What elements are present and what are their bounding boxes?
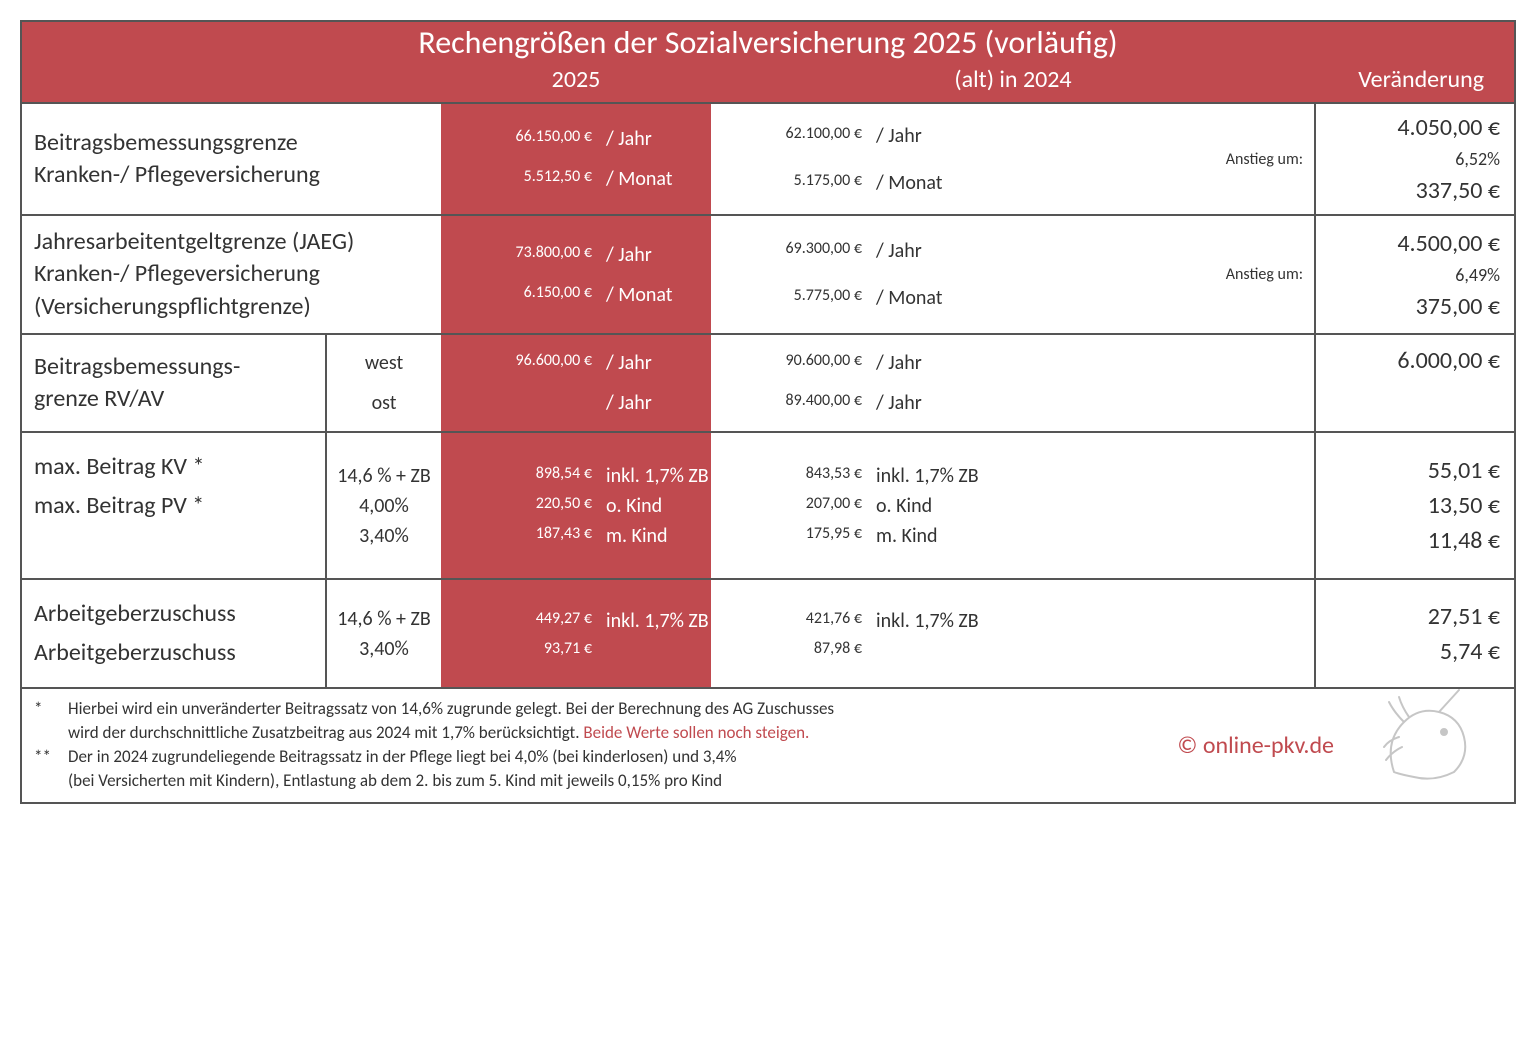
header-change: Veränderung — [1315, 63, 1515, 103]
header-2025: 2025 — [441, 63, 711, 103]
label-bbg-kv: Beitragsbemessungsgrenze Kranken-/ Pfleg… — [21, 103, 441, 215]
unicorn-icon — [1364, 682, 1494, 792]
row-max-beitrag: max. Beitrag KV * max. Beitrag PV * 14,6… — [21, 432, 1515, 579]
table-footer: *Hierbei wird ein unveränderter Beitrags… — [21, 688, 1515, 803]
row-ag-zuschuss: Arbeitgeberzuschuss Arbeitgeberzuschuss … — [21, 579, 1515, 688]
header-2024: (alt) in 2024 — [711, 63, 1315, 103]
table-title: Rechengrößen der Sozialversicherung 2025… — [21, 21, 1515, 63]
copyright: © online-pkv.de — [1177, 729, 1334, 763]
label-jaeg: Jahresarbeitentgeltgrenze (JAEG) Kranken… — [21, 215, 441, 334]
sozialversicherung-table: Rechengrößen der Sozialversicherung 2025… — [20, 20, 1516, 804]
row-bbg-kv: Beitragsbemessungsgrenze Kranken-/ Pfleg… — [21, 103, 1515, 215]
label-bbg-rv: Beitragsbemessungs- grenze RV/AV — [21, 334, 326, 432]
row-jaeg: Jahresarbeitentgeltgrenze (JAEG) Kranken… — [21, 215, 1515, 334]
row-bbg-rv: Beitragsbemessungs- grenze RV/AV west os… — [21, 334, 1515, 432]
